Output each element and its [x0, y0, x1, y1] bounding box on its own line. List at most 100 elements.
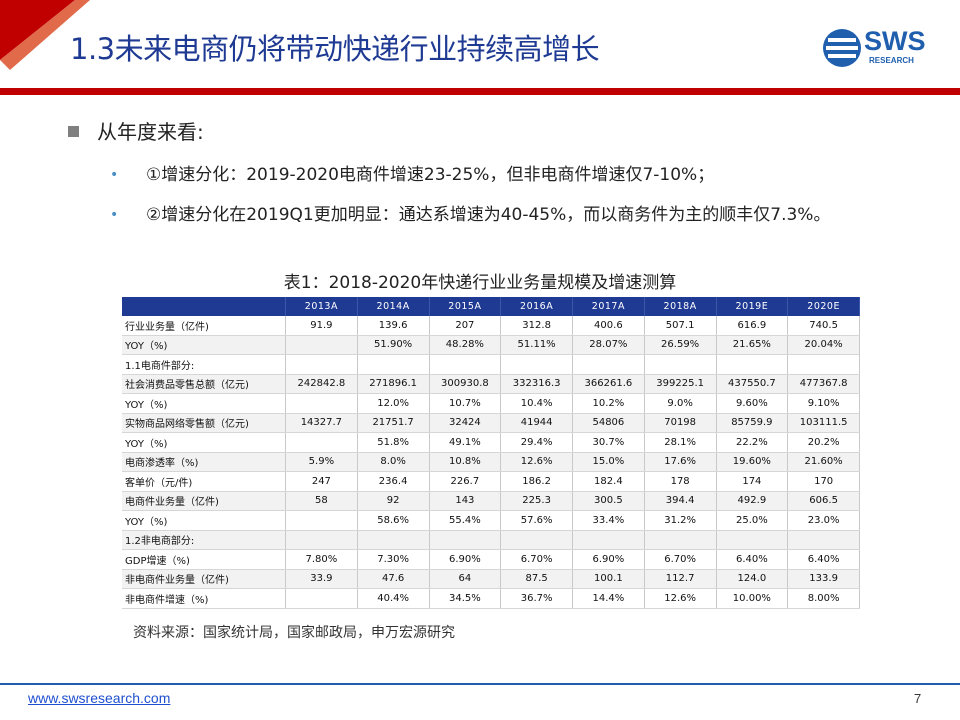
value-cell [644, 354, 717, 375]
value-cell [285, 393, 358, 414]
table-row: 1.2非电商部分: [122, 530, 860, 550]
value-cell: 17.6% [644, 452, 717, 472]
value-cell: 7.80% [285, 549, 358, 570]
value-cell: 10.00% [716, 588, 789, 609]
row-label-cell: 客单价（元/件) [122, 471, 286, 492]
value-cell: 139.6 [357, 316, 430, 336]
header-cell: 2016A [500, 297, 573, 316]
value-cell [429, 530, 502, 550]
main-heading-text: 从年度来看: [97, 120, 204, 144]
value-cell: 36.7% [500, 588, 573, 609]
value-cell: 7.30% [357, 549, 430, 570]
value-cell: 21.60% [787, 452, 860, 472]
table-row: YOY（%) 58.6% 55.4% 57.6% 33.4% 31.2% 25.0% 23.0… [122, 510, 860, 531]
value-cell: 477367.8 [787, 374, 860, 394]
value-cell: 51.11% [500, 335, 573, 355]
value-cell [357, 530, 430, 550]
table-row: 电商件业务量（亿件) 58 92 143 225.3 300.5 394.4 492.9 606… [122, 491, 860, 511]
sws-logo-icon [823, 29, 861, 67]
header-cell: 2020E [787, 297, 860, 316]
row-label-cell: YOY（%) [122, 432, 286, 453]
value-cell: 48.28% [429, 335, 502, 355]
value-cell: 6.90% [429, 549, 502, 570]
value-cell: 143 [429, 491, 502, 511]
value-cell: 29.4% [500, 432, 573, 453]
value-cell [285, 432, 358, 453]
logo-text: SWS [864, 26, 926, 56]
header-divider [0, 88, 960, 95]
value-cell: 54806 [572, 413, 645, 433]
value-cell: 6.70% [500, 549, 573, 570]
value-cell: 51.8% [357, 432, 430, 453]
row-label-cell: 电商件业务量（亿件) [122, 491, 286, 511]
value-cell: 312.8 [500, 316, 573, 336]
table-caption: 表1：2018-2020年快递行业业务量规模及增速测算 [283, 273, 677, 293]
table-row: 实物商品网络零售额（亿元) 14327.7 21751.7 32424 41944 548… [122, 413, 860, 433]
value-cell: 6.40% [716, 549, 789, 570]
value-cell [572, 530, 645, 550]
row-label-cell: 行业业务量（亿件) [122, 316, 286, 336]
value-cell: 394.4 [644, 491, 717, 511]
table-row: YOY（%) 12.0% 10.7% 10.4% 10.2% 9.0% 9.60% 9.10% [122, 393, 860, 414]
value-cell: 40.4% [357, 588, 430, 609]
value-cell [285, 510, 358, 531]
value-cell: 124.0 [716, 569, 789, 589]
value-cell [500, 354, 573, 375]
value-cell: 9.60% [716, 393, 789, 414]
value-cell: 31.2% [644, 510, 717, 531]
value-cell [644, 530, 717, 550]
value-cell: 25.0% [716, 510, 789, 531]
value-cell: 8.00% [787, 588, 860, 609]
value-cell: 8.0% [357, 452, 430, 472]
value-cell: 91.9 [285, 316, 358, 336]
value-cell: 10.7% [429, 393, 502, 414]
row-label-cell: 1.1电商件部分: [122, 354, 286, 375]
slide-title: 1.3未来电商仍将带动快递行业持续高增长 [70, 32, 600, 66]
row-label-cell: 电商渗透率（%) [122, 452, 286, 472]
value-cell: 33.9 [285, 569, 358, 589]
value-cell: 400.6 [572, 316, 645, 336]
value-cell: 12.6% [500, 452, 573, 472]
value-cell: 332316.3 [500, 374, 573, 394]
main-heading: 从年度来看: [68, 116, 204, 145]
value-cell: 399225.1 [644, 374, 717, 394]
corner-decoration [0, 0, 90, 70]
row-label-cell: 非电商件增速（%) [122, 588, 286, 609]
header-cell: 2013A [285, 297, 358, 316]
value-cell: 226.7 [429, 471, 502, 492]
value-cell: 92 [357, 491, 430, 511]
row-label-cell: YOY（%) [122, 510, 286, 531]
value-cell [357, 354, 430, 375]
value-cell [429, 354, 502, 375]
value-cell [285, 588, 358, 609]
header-cell: 2014A [357, 297, 430, 316]
value-cell: 19.60% [716, 452, 789, 472]
value-cell: 26.59% [644, 335, 717, 355]
website-link[interactable]: www.swsresearch.com [28, 690, 171, 706]
value-cell: 271896.1 [357, 374, 430, 394]
value-cell: 10.2% [572, 393, 645, 414]
bullet-text-2: ②增速分化在2019Q1更加明显：通达系增速为40-45%，而以商务件为主的顺丰… [146, 205, 831, 225]
value-cell [787, 354, 860, 375]
value-cell: 300930.8 [429, 374, 502, 394]
value-cell: 242842.8 [285, 374, 358, 394]
value-cell: 28.1% [644, 432, 717, 453]
dot-bullet-icon: • [110, 207, 119, 223]
value-cell: 247 [285, 471, 358, 492]
value-cell [572, 354, 645, 375]
value-cell: 103111.5 [787, 413, 860, 433]
value-cell: 507.1 [644, 316, 717, 336]
table-row: 电商渗透率（%) 5.9% 8.0% 10.8% 12.6% 15.0% 17.6% 19.6… [122, 452, 860, 472]
row-label-cell: GDP增速（%) [122, 549, 286, 570]
value-cell: 5.9% [285, 452, 358, 472]
value-cell [285, 530, 358, 550]
value-cell [716, 354, 789, 375]
logo-subtext: RESEARCH [869, 56, 914, 65]
value-cell: 85759.9 [716, 413, 789, 433]
value-cell: 87.5 [500, 569, 573, 589]
value-cell [716, 530, 789, 550]
bullet-text-1: ①增速分化：2019-2020电商件增速23-25%，但非电商件增速仅7-10%… [146, 165, 715, 185]
value-cell: 20.04% [787, 335, 860, 355]
square-bullet-icon [68, 126, 79, 137]
table-row: 非电商件业务量（亿件) 33.9 47.6 64 87.5 100.1 112.7 124.0… [122, 569, 860, 589]
